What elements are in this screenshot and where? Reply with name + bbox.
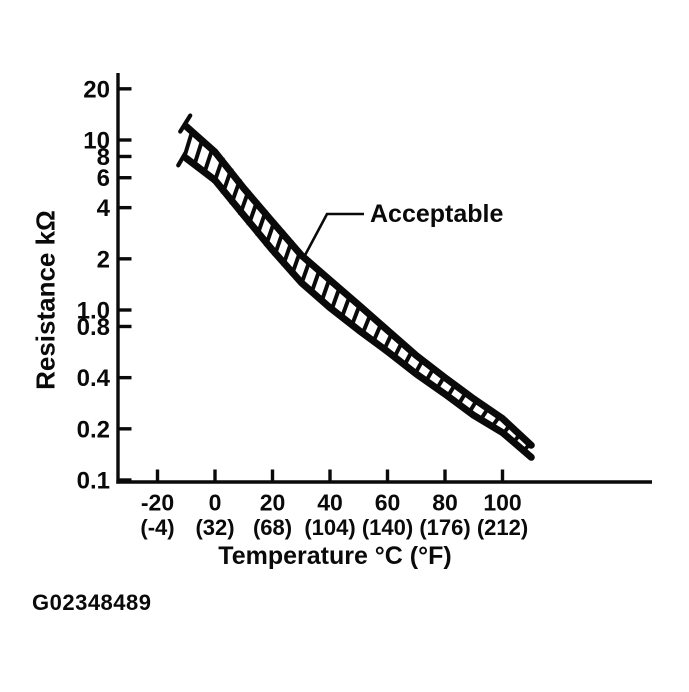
x-tick-label-celsius: 20	[260, 490, 286, 516]
acceptable-band	[176, 113, 535, 461]
hatch-mark	[510, 431, 523, 446]
hatch-mark	[229, 178, 243, 206]
hatch-mark	[489, 413, 503, 429]
y-axis-title: Resistance kΩ	[30, 210, 61, 390]
y-tick-label: 10	[83, 128, 110, 155]
figure-code: G02348489	[32, 590, 152, 615]
y-tick-label: 1.0	[77, 298, 110, 325]
hatch-mark	[349, 302, 363, 328]
hatch-mark	[360, 312, 373, 336]
y-tick-label: 4	[97, 195, 111, 222]
hatch-mark	[201, 146, 215, 175]
hatch-mark	[423, 365, 436, 384]
x-tick-label-fahrenheit: (212)	[477, 515, 528, 540]
x-tick-label-fahrenheit: (-4)	[140, 515, 174, 540]
x-tick-label-fahrenheit: (32)	[195, 515, 234, 540]
x-tick-label-celsius: 80	[432, 490, 458, 516]
hatch-mark	[220, 167, 234, 195]
hatch-mark	[401, 348, 415, 368]
hatch-mark	[289, 249, 303, 277]
x-tick-label-fahrenheit: (68)	[253, 515, 292, 540]
x-tick-label-celsius: -20	[141, 490, 174, 516]
hatch-mark	[466, 398, 480, 415]
hatch-mark	[381, 330, 395, 352]
hatch-mark	[434, 374, 447, 392]
hatch-mark	[255, 209, 268, 237]
annotation-leader-line	[301, 212, 364, 260]
hatch-mark	[412, 357, 426, 376]
hatch-mark	[281, 239, 294, 267]
x-tick-label-fahrenheit: (176)	[419, 515, 470, 540]
hatch-mark	[191, 137, 205, 168]
hatch-mark	[455, 390, 469, 407]
y-tick-label: 20	[83, 76, 110, 103]
hatch-mark	[520, 440, 533, 454]
band-lower-curve	[182, 154, 535, 461]
y-tick-label: 2	[97, 246, 110, 273]
hatch-mark	[237, 189, 251, 216]
band-start-cap	[178, 113, 193, 134]
hatch-mark	[181, 128, 195, 160]
y-tick-label: 0.8	[77, 314, 110, 341]
x-tick-label-celsius: 100	[483, 490, 521, 516]
y-tick-label: 0.2	[77, 416, 110, 443]
y-tick-label: 0.4	[77, 365, 111, 392]
x-tick-label-celsius: 40	[317, 490, 343, 516]
band-upper-curve	[182, 123, 535, 449]
hatch-mark	[370, 321, 384, 344]
x-tick-label-celsius: 60	[375, 490, 401, 516]
y-tick-label: 8	[97, 144, 110, 171]
y-tick-label: 6	[97, 165, 110, 192]
hatch-mark	[246, 199, 260, 227]
hatch-mark	[329, 285, 342, 312]
hatch-mark	[309, 267, 322, 295]
x-tick-label-fahrenheit: (104)	[304, 515, 355, 540]
hatch-mark	[263, 219, 277, 248]
y-tick-label: 0.1	[77, 468, 110, 495]
hatch-mark	[272, 229, 286, 257]
band-annotation-label: Acceptable	[370, 200, 504, 228]
hatch-mark	[500, 422, 513, 437]
x-tick-label-celsius: 0	[209, 490, 222, 516]
hatch-mark	[445, 382, 458, 399]
x-tick-label-fahrenheit: (140)	[362, 515, 413, 540]
hatch-mark	[391, 339, 405, 360]
band-hatching	[181, 128, 533, 454]
hatch-mark	[319, 276, 332, 304]
x-axis-title: Temperature °C (°F)	[218, 542, 452, 570]
hatch-mark	[212, 156, 225, 185]
hatch-mark	[478, 406, 491, 422]
hatch-mark	[299, 259, 312, 286]
hatch-mark	[339, 293, 353, 320]
